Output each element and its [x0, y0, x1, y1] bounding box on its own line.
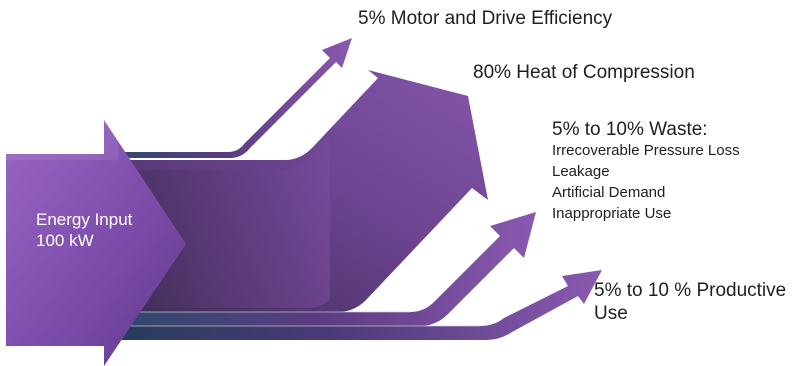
energy-input-line1: Energy Input — [36, 210, 133, 229]
waste-item: Irrecoverable Pressure Loss — [552, 142, 740, 159]
productive-use-label-line1: 5% to 10 % Productive — [594, 280, 787, 301]
productive-use-label-line2: Use — [594, 303, 628, 324]
motor-efficiency-arrow — [105, 38, 352, 158]
heat-of-compression-label: 80% Heat of Compression — [473, 62, 695, 83]
waste-arrow — [108, 212, 536, 326]
energy-input-arrow — [6, 120, 186, 366]
waste-items-list: Irrecoverable Pressure Loss Leakage Arti… — [552, 140, 740, 224]
input-arrow-highlight — [6, 120, 118, 160]
energy-input-line2: 100 kW — [36, 231, 94, 250]
waste-item: Inappropriate Use — [552, 205, 672, 222]
motor-efficiency-label: 5% Motor and Drive Efficiency — [358, 8, 613, 29]
waste-label: 5% to 10% Waste: — [552, 119, 708, 140]
waste-item: Artificial Demand — [552, 184, 666, 201]
energy-input-label: Energy Input 100 kW — [36, 209, 132, 251]
waste-item: Leakage — [552, 163, 610, 180]
